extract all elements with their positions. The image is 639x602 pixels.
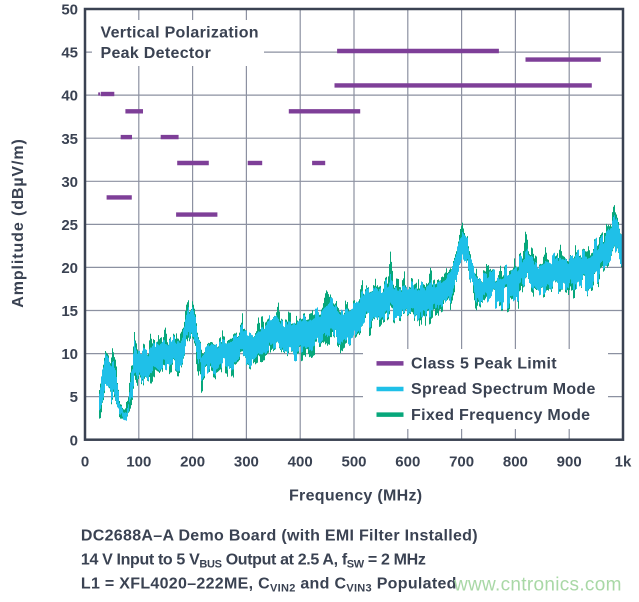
svg-text:15: 15 <box>61 303 78 320</box>
svg-text:900: 900 <box>557 454 582 471</box>
svg-text:0: 0 <box>81 454 89 471</box>
svg-text:Fixed Frequency Mode: Fixed Frequency Mode <box>411 407 590 424</box>
svg-text:200: 200 <box>180 454 205 471</box>
svg-text:Peak Detector: Peak Detector <box>101 45 212 62</box>
svg-text:100: 100 <box>126 454 151 471</box>
svg-text:Amplitude (dBµV/m): Amplitude (dBµV/m) <box>10 138 27 307</box>
svg-text:30: 30 <box>61 174 78 191</box>
svg-text:600: 600 <box>395 454 420 471</box>
svg-text:L1 = XFL4020–222ME, CVIN2 and: L1 = XFL4020–222ME, CVIN2 and CVIN3 Popu… <box>81 576 457 595</box>
svg-text:Vertical Polarization: Vertical Polarization <box>101 25 259 42</box>
svg-text:500: 500 <box>341 454 366 471</box>
svg-text:14 V Input to 5 VBUS Output at: 14 V Input to 5 VBUS Output at 2.5 A, fS… <box>81 552 426 571</box>
svg-text:25: 25 <box>61 217 78 234</box>
svg-text:45: 45 <box>61 45 78 62</box>
svg-text:Frequency (MHz): Frequency (MHz) <box>289 488 422 505</box>
svg-text:20: 20 <box>61 260 78 277</box>
svg-text:40: 40 <box>61 88 78 105</box>
svg-text:50: 50 <box>61 2 78 19</box>
svg-text:35: 35 <box>61 131 78 148</box>
svg-text:0: 0 <box>70 432 78 449</box>
svg-text:Class 5 Peak Limit: Class 5 Peak Limit <box>411 356 557 373</box>
svg-text:1k: 1k <box>615 454 632 471</box>
svg-text:300: 300 <box>234 454 259 471</box>
svg-text:5: 5 <box>70 389 78 406</box>
svg-text:Spread Spectrum Mode: Spread Spectrum Mode <box>411 381 596 398</box>
svg-text:700: 700 <box>449 454 474 471</box>
svg-text:DC2688A–A Demo Board (with EMI: DC2688A–A Demo Board (with EMI Filter In… <box>81 528 478 545</box>
svg-text:400: 400 <box>288 454 313 471</box>
svg-text:800: 800 <box>503 454 528 471</box>
svg-text:10: 10 <box>61 346 78 363</box>
svg-text:www.cntronics.com: www.cntronics.com <box>453 575 622 596</box>
